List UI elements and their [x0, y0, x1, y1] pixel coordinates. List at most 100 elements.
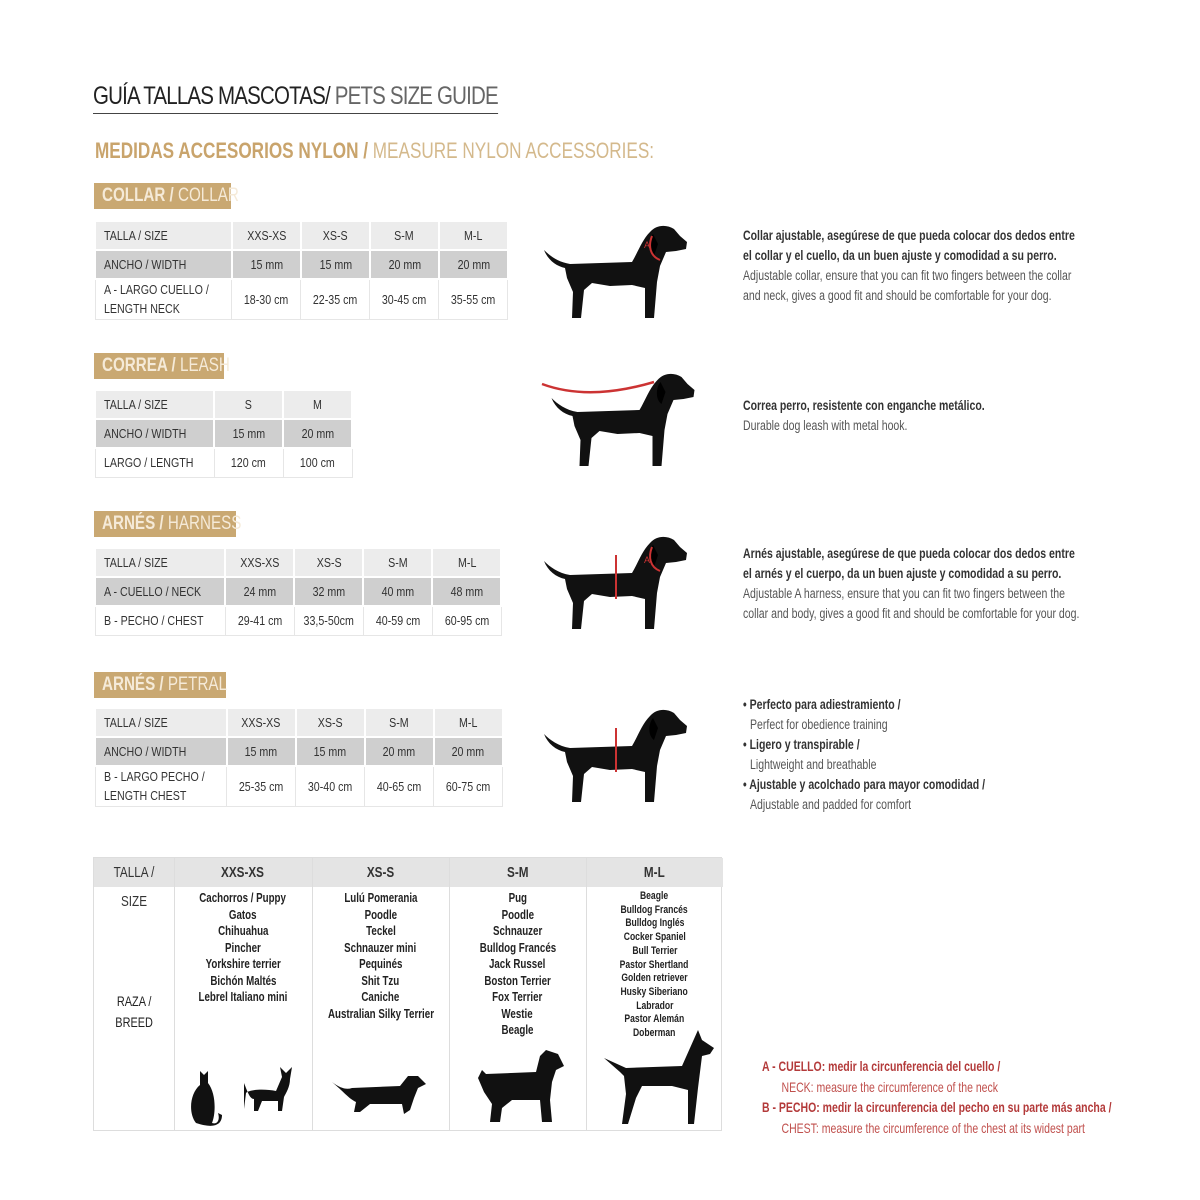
table-cell: 60-75 cm — [433, 765, 504, 807]
breed-item: Yorkshire terrier — [205, 957, 281, 971]
breed-list-s-m: Pug Poodle Schnauzer Bulldog Francés Jack Ru… — [449, 890, 586, 1039]
breed-item: Lulú Pomerania — [343, 891, 418, 905]
table-cell: 40 mm — [362, 576, 434, 607]
table-cell: 48 mm — [431, 576, 503, 607]
breed-item: Beagle — [501, 1023, 534, 1037]
breed-item: Australian Silky Terrier — [327, 1006, 434, 1021]
table-cell: M-L — [432, 707, 504, 738]
table-row: A - CUELLO / NECK 24 mm 32 mm 40 mm 48 mm — [93, 576, 503, 607]
breed-item: Pug — [508, 891, 527, 905]
table-cell: 40-65 cm — [364, 765, 435, 807]
table-cell: S-M — [362, 547, 434, 578]
table-cell: 20 mm — [368, 249, 440, 280]
breed-item: Cocker Spaniel — [623, 931, 686, 944]
harness-description: Arnés ajustable, asegúrese de que pueda … — [743, 546, 1080, 621]
breed-item: Boston Terrier — [484, 973, 551, 988]
breed-item: Caniche — [361, 990, 400, 1004]
breed-item: Gatos — [229, 907, 257, 922]
breed-col-header: XXS-XS — [174, 858, 312, 887]
doberman-icon — [604, 1030, 714, 1124]
table-cell: XS-S — [294, 707, 366, 738]
row-label: A - CUELLO / NECK — [93, 576, 227, 607]
breed-item: Pincher — [225, 940, 261, 955]
row-label: B - LARGO PECHO / LENGTH CHEST — [94, 765, 228, 807]
breed-col-header: S-M — [449, 858, 586, 887]
table-cell: M-L — [431, 547, 503, 578]
table-cell: S-M — [368, 220, 440, 251]
breed-item: Bulldog Francés — [620, 903, 689, 916]
breed-list-xxs-xs: Cachorros / Puppy Gatos Chihuahua Pincher Yo… — [174, 890, 312, 1006]
table-cell: 25-35 cm — [226, 765, 297, 807]
row-label: ANCHO / WIDTH — [94, 736, 228, 767]
schnauzer-icon — [478, 1050, 564, 1122]
table-cell: 22-35 cm — [300, 278, 371, 320]
section-tag-petral: ARNÉS / PETRAL — [94, 672, 227, 698]
row-label: TALLA / SIZE — [94, 707, 228, 738]
table-cell: 33,5-50cm — [293, 605, 364, 636]
collar-description: Collar ajustable, asegúrese de que pueda… — [743, 228, 1075, 303]
breed-item: Shit Tzu — [361, 973, 400, 988]
breed-item: Schnauzer mini — [344, 940, 417, 955]
table-cell: 15 mm — [299, 249, 371, 280]
breed-item: Pequinés — [358, 957, 403, 971]
table-cell: M — [282, 389, 353, 420]
table-row: TALLA / SIZE XXS-XS XS-S S-M M-L — [93, 547, 503, 578]
row-label: LARGO / LENGTH — [94, 447, 215, 478]
breed-item: Cachorros / Puppy — [199, 891, 287, 905]
breed-item: Poodle — [501, 907, 534, 922]
breed-table-size-header: TALLA / SIZE — [94, 858, 174, 910]
section-tag-harness: ARNÉS / HARNESS — [94, 511, 241, 537]
svg-text:A: A — [644, 555, 650, 565]
table-cell: 20 mm — [363, 736, 435, 767]
table-cell: S — [213, 389, 284, 420]
leash-description: Correa perro, resistente con enganche me… — [743, 398, 985, 433]
dog-petral-illustration — [540, 706, 690, 806]
table-row: ANCHO / WIDTH 15 mm 15 mm 20 mm 20 mm — [94, 736, 504, 767]
breed-item: Bull Terrier — [631, 944, 678, 957]
dog-collar-illustration: A — [540, 222, 690, 322]
section-tag-collar: COLLAR / COLLAR — [94, 183, 239, 209]
breed-item: Bulldog Francés — [479, 940, 556, 955]
row-label: TALLA / SIZE — [94, 389, 215, 420]
table-cell: 40-59 cm — [362, 605, 433, 636]
table-cell: 15 mm — [230, 249, 302, 280]
breed-item: Pastor Alemán — [624, 1013, 685, 1026]
collar-size-table: TALLA / SIZE XXS-XS XS-S S-M M-L ANCHO / WIDT… — [94, 220, 509, 320]
dog-leash-illustration — [541, 370, 695, 470]
row-label: ANCHO / WIDTH — [94, 249, 233, 280]
table-cell: 29-41 cm — [224, 605, 295, 636]
row-label: A - LARGO CUELLO / LENGTH NECK — [94, 278, 233, 320]
dachshund-icon — [332, 1076, 426, 1114]
table-cell: 60-95 cm — [431, 605, 502, 636]
table-row: LARGO / LENGTH 120 cm 100 cm — [94, 447, 353, 478]
petral-size-table: TALLA / SIZE XXS-XS XS-S S-M M-L ANCHO / WIDT… — [94, 707, 504, 807]
table-row: B - LARGO PECHO / LENGTH CHEST 25-35 cm 30-… — [94, 765, 504, 807]
table-cell: XXS-XS — [224, 547, 296, 578]
breed-size-table: TALLA / SIZE XXS-XS XS-S S-M M-L RAZA / B… — [93, 857, 723, 1131]
table-cell: 15 mm — [294, 736, 366, 767]
dog-harness-illustration: A — [540, 533, 690, 633]
table-cell: 15 mm — [225, 736, 297, 767]
table-cell: XXS-XS — [230, 220, 302, 251]
table-cell: XS-S — [299, 220, 371, 251]
table-cell: 32 mm — [293, 576, 365, 607]
breed-item: Golden retriever — [621, 972, 688, 985]
table-row: A - LARGO CUELLO / LENGTH NECK 18-30 cm 22-… — [94, 278, 509, 320]
breed-item: Schnauzer — [492, 924, 543, 938]
row-label: TALLA / SIZE — [94, 220, 233, 251]
breed-item: Teckel — [365, 924, 396, 938]
table-row: ANCHO / WIDTH 15 mm 15 mm 20 mm 20 mm — [94, 249, 509, 280]
table-cell: 100 cm — [282, 447, 353, 478]
table-cell: 20 mm — [282, 418, 353, 449]
table-cell: 20 mm — [437, 249, 509, 280]
breed-item: Westie — [501, 1006, 534, 1021]
breed-item: Bichón Maltés — [209, 973, 277, 988]
breed-item: Husky Siberiano — [620, 985, 689, 998]
table-cell: M-L — [437, 220, 509, 251]
breed-item: Doberman — [633, 1027, 676, 1040]
table-cell: 30-45 cm — [369, 278, 440, 320]
table-row: TALLA / SIZE XXS-XS XS-S S-M M-L — [94, 220, 509, 251]
section-tag-leash: CORREA / LEASH — [94, 353, 230, 379]
measurement-notes: A - CUELLO: medir la circunferencia del … — [762, 1058, 1112, 1136]
page-subtitle: MEDIDAS ACCESORIOS NYLON / MEASURE NYLON… — [95, 138, 655, 163]
